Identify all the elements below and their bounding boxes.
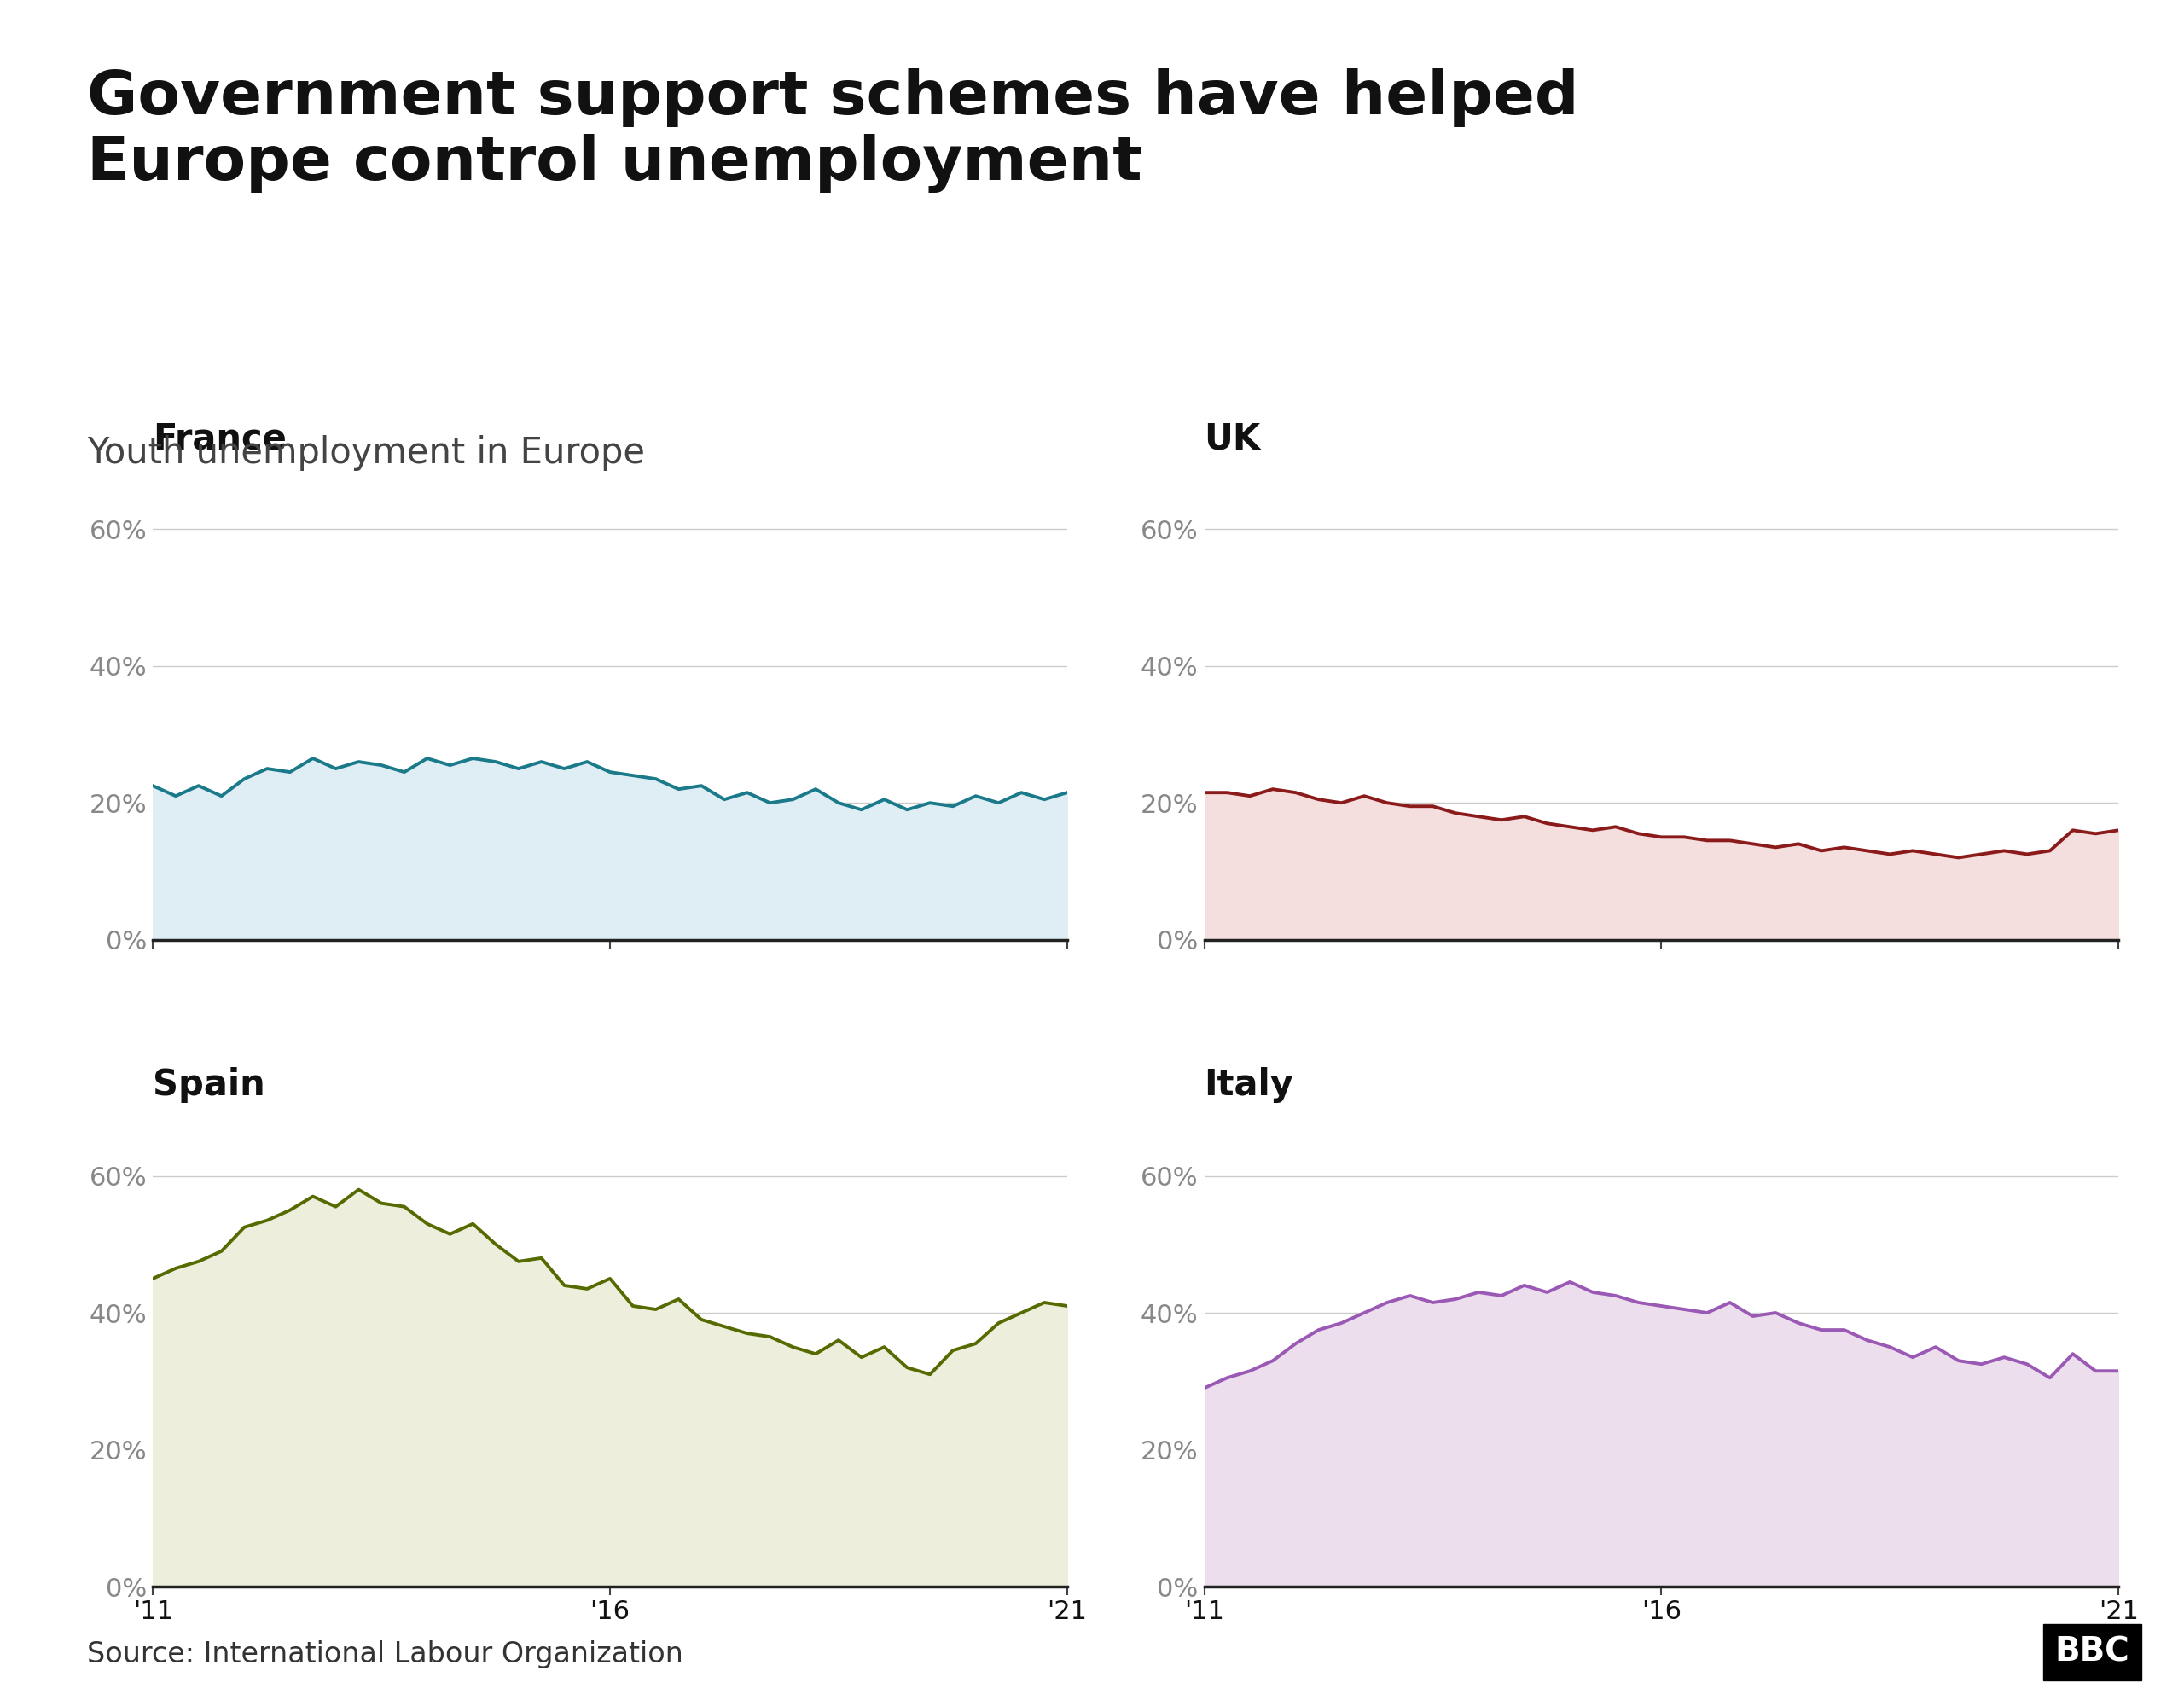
Text: Government support schemes have helped
Europe control unemployment: Government support schemes have helped E… xyxy=(87,68,1579,193)
Text: Youth unemployment in Europe: Youth unemployment in Europe xyxy=(87,435,644,471)
Text: UK: UK xyxy=(1203,421,1260,457)
Text: BBC: BBC xyxy=(2055,1636,2129,1668)
Text: Spain: Spain xyxy=(153,1068,264,1104)
Text: France: France xyxy=(153,421,286,457)
Text: Source: International Labour Organization: Source: International Labour Organizatio… xyxy=(87,1641,684,1668)
Text: Italy: Italy xyxy=(1203,1068,1293,1104)
